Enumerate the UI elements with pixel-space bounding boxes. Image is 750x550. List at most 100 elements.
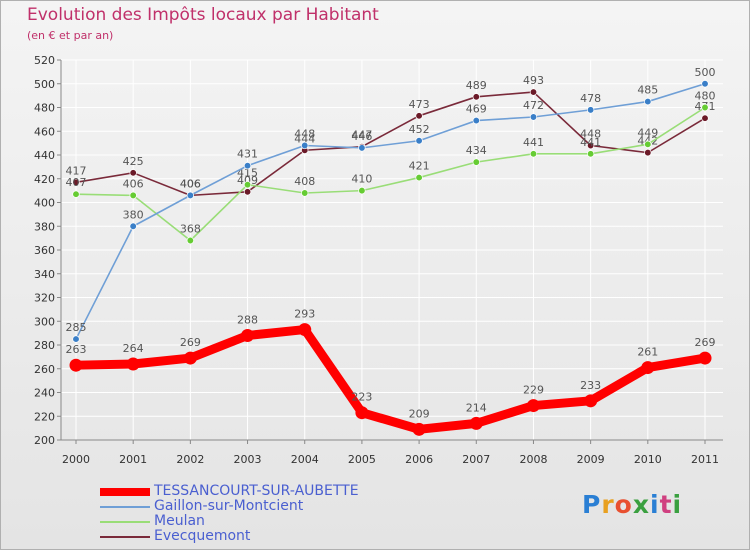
- data-label: 269: [695, 336, 716, 349]
- data-label: 406: [123, 177, 144, 190]
- data-label: 408: [294, 175, 315, 188]
- y-tick-label: 340: [34, 268, 55, 281]
- data-label: 293: [294, 308, 315, 321]
- legend-label-tessancourt: TESSANCOURT-SUR-AUBETTE: [154, 483, 359, 499]
- data-point: [69, 358, 83, 372]
- series-line: [75, 91, 706, 197]
- data-point: [355, 406, 369, 420]
- data-label: 406: [180, 177, 201, 190]
- x-tick-label: 2003: [234, 453, 262, 466]
- data-point: [358, 186, 366, 195]
- data-label: 434: [466, 144, 487, 157]
- y-tick-label: 240: [34, 387, 55, 400]
- data-point: [469, 416, 483, 430]
- series-line: [71, 325, 710, 434]
- data-label: 478: [580, 92, 601, 105]
- data-label: 209: [409, 407, 430, 420]
- chart-title: Evolution des Impôts locaux par Habitant: [27, 5, 379, 25]
- data-point: [584, 394, 598, 408]
- y-tick-label: 500: [34, 78, 55, 91]
- data-label: 500: [695, 66, 716, 79]
- data-label: 489: [466, 79, 487, 92]
- x-tick-label: 2000: [62, 453, 90, 466]
- data-label: 452: [409, 123, 430, 136]
- data-point: [243, 162, 252, 170]
- data-label: 493: [523, 74, 544, 87]
- data-point: [186, 191, 195, 200]
- data-point: [529, 113, 538, 121]
- data-label: 285: [66, 321, 87, 334]
- y-tick-label: 460: [34, 125, 55, 138]
- data-point: [72, 335, 80, 343]
- data-label: 469: [466, 103, 487, 116]
- data-point: [243, 181, 252, 189]
- y-tick-label: 200: [34, 434, 55, 447]
- data-point: [301, 141, 309, 150]
- y-tick-label: 400: [34, 197, 55, 210]
- data-point: [129, 191, 137, 200]
- series-3: 417425406409444447473489493448442471: [66, 74, 716, 200]
- x-ticks: 2000 2001 2002 2003 2004 2005 2006 2007 2008 2009…: [62, 440, 719, 466]
- data-label: 233: [580, 379, 601, 392]
- data-label: 380: [123, 208, 144, 221]
- x-tick-label: 2011: [691, 453, 719, 466]
- data-label: 261: [637, 346, 658, 359]
- x-tick-label: 2005: [348, 453, 376, 466]
- data-label: 407: [66, 176, 87, 189]
- data-label: 229: [523, 384, 544, 397]
- data-point: [529, 88, 538, 96]
- data-point: [698, 351, 712, 365]
- series-1: 285 380 406 431 448 446 452 469 472 478 485 500: [66, 66, 716, 343]
- x-tick-label: 2002: [176, 453, 204, 466]
- series-2: 407 406 368 415 408 410 421 434 441 441 449 480: [66, 90, 716, 245]
- data-point: [186, 236, 195, 245]
- data-label: 448: [580, 128, 601, 141]
- data-label: 421: [409, 160, 430, 173]
- data-label: 480: [695, 90, 716, 103]
- legend-swatch-evecquemont: [100, 536, 150, 538]
- data-label: 444: [294, 132, 315, 145]
- grid: [61, 59, 723, 440]
- legend-swatch-meulan: [100, 521, 150, 523]
- legend-label-evecquemont: Evecquemont: [154, 528, 251, 544]
- series-line: [75, 82, 706, 340]
- data-point: [644, 97, 652, 106]
- data-point: [415, 112, 423, 120]
- series-line: [75, 106, 706, 242]
- data-label: 485: [637, 84, 658, 97]
- data-point: [415, 173, 423, 182]
- data-point: [126, 357, 140, 371]
- data-label: 425: [123, 155, 144, 168]
- data-point: [644, 140, 652, 148]
- data-point: [586, 106, 595, 114]
- y-tick-label: 420: [34, 173, 55, 186]
- data-point: [586, 150, 595, 158]
- data-point: [72, 190, 80, 198]
- x-tick-label: 2001: [119, 453, 147, 466]
- data-point: [301, 189, 309, 197]
- data-point: [472, 158, 480, 166]
- y-tick-label: 360: [34, 244, 55, 257]
- data-point: [644, 148, 652, 157]
- data-point: [241, 329, 255, 342]
- series-layer: 4174254064094444474734894934484424714074…: [66, 66, 716, 436]
- series-0: 263 264 269 288 293 223 209 214 229 233 261 269: [66, 308, 716, 436]
- data-label: 431: [237, 148, 258, 161]
- data-label: 406: [180, 177, 201, 190]
- data-point: [129, 222, 137, 230]
- y-tick-label: 520: [34, 54, 55, 67]
- data-label: 288: [237, 314, 258, 327]
- legend-swatch-tessancourt: [100, 488, 150, 496]
- x-tick-label: 2009: [577, 453, 605, 466]
- data-point: [412, 422, 426, 436]
- data-point: [358, 144, 366, 152]
- legend-swatch-gaillon: [100, 506, 150, 508]
- data-point: [472, 116, 480, 125]
- data-label: 410: [351, 173, 372, 186]
- data-point: [183, 351, 197, 365]
- data-point: [529, 150, 538, 158]
- chart-subtitle: (en € et par an): [27, 29, 114, 42]
- data-label: 448: [294, 128, 315, 141]
